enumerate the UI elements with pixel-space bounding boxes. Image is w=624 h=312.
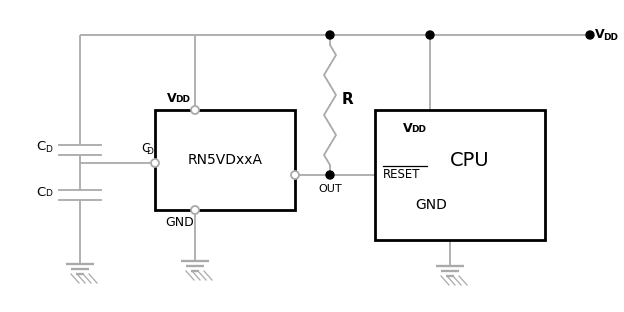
Text: D: D — [45, 189, 52, 198]
Text: D: D — [146, 147, 153, 155]
Circle shape — [291, 171, 299, 179]
Circle shape — [151, 159, 159, 167]
Bar — [155, 110, 295, 210]
Circle shape — [326, 31, 334, 39]
Text: V: V — [403, 121, 412, 134]
Circle shape — [191, 106, 199, 114]
Text: RESET: RESET — [383, 168, 421, 181]
Text: OUT: OUT — [318, 184, 342, 194]
Circle shape — [191, 206, 199, 214]
Text: DD: DD — [411, 125, 426, 134]
Text: C: C — [36, 186, 46, 198]
Circle shape — [586, 31, 594, 39]
Text: RN5VDxxA: RN5VDxxA — [187, 153, 263, 167]
Text: GND: GND — [165, 217, 193, 230]
Text: C: C — [36, 140, 46, 154]
Circle shape — [326, 171, 334, 179]
Circle shape — [426, 31, 434, 39]
Text: DD: DD — [603, 32, 618, 41]
Text: GND: GND — [415, 198, 447, 212]
Text: CPU: CPU — [450, 150, 490, 169]
Text: C: C — [141, 143, 150, 155]
Text: V: V — [595, 27, 605, 41]
Text: V: V — [167, 91, 177, 105]
Text: DD: DD — [175, 95, 190, 105]
Text: D: D — [45, 144, 52, 154]
Bar — [375, 110, 545, 240]
Text: R: R — [342, 92, 354, 108]
